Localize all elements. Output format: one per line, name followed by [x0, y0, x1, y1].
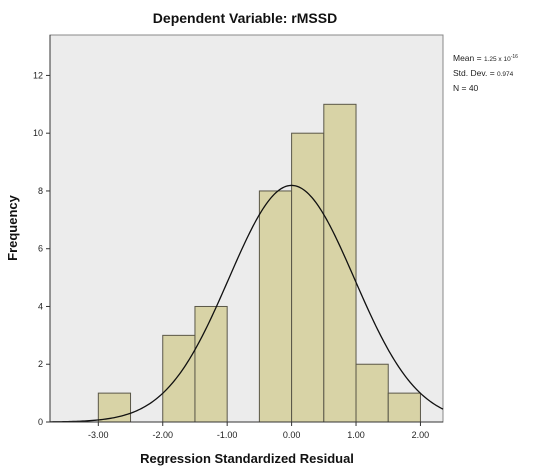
bars-group [97, 103, 421, 423]
histogram-bar [291, 132, 325, 423]
histogram-bar [258, 190, 293, 423]
x-tick-label: -1.00 [217, 430, 238, 440]
x-tick-label: 1.00 [347, 430, 365, 440]
x-axis: -3.00 -2.00 -1.00 0.00 1.00 2.00 [50, 421, 443, 440]
x-tick-label: -3.00 [88, 430, 109, 440]
y-axis: 0 2 4 6 8 10 12 [33, 35, 51, 427]
histogram-bar [194, 305, 228, 423]
normal-curve [49, 184, 444, 423]
y-tick-label: 6 [38, 244, 43, 254]
y-tick-label: 4 [38, 301, 43, 311]
y-tick-label: 12 [33, 70, 43, 80]
x-tick-label: 0.00 [283, 430, 301, 440]
x-tick-label: 2.00 [412, 430, 430, 440]
y-tick-label: 2 [38, 359, 43, 369]
plot-area [49, 34, 444, 423]
x-tick-label: -2.00 [152, 430, 173, 440]
y-tick-label: 8 [38, 186, 43, 196]
histogram-bar [323, 103, 357, 423]
stats-box: Mean = 1.25 x 10-16 Std. Dev. = 0.974 N … [453, 53, 518, 93]
x-axis-label: Regression Standardized Residual [140, 451, 354, 466]
y-axis-label: Frequency [5, 194, 20, 261]
y-tick-label: 10 [33, 128, 43, 138]
stats-mean: Mean = 1.25 x 10-16 [453, 53, 518, 63]
histogram-bar [162, 334, 196, 423]
chart-title: Dependent Variable: rMSSD [153, 10, 337, 26]
stats-sd: Std. Dev. = 0.974 [453, 68, 514, 78]
histogram-bar [355, 363, 389, 423]
stats-n: N = 40 [453, 83, 479, 93]
histogram-bar [387, 392, 421, 423]
y-tick-label: 0 [38, 417, 43, 427]
